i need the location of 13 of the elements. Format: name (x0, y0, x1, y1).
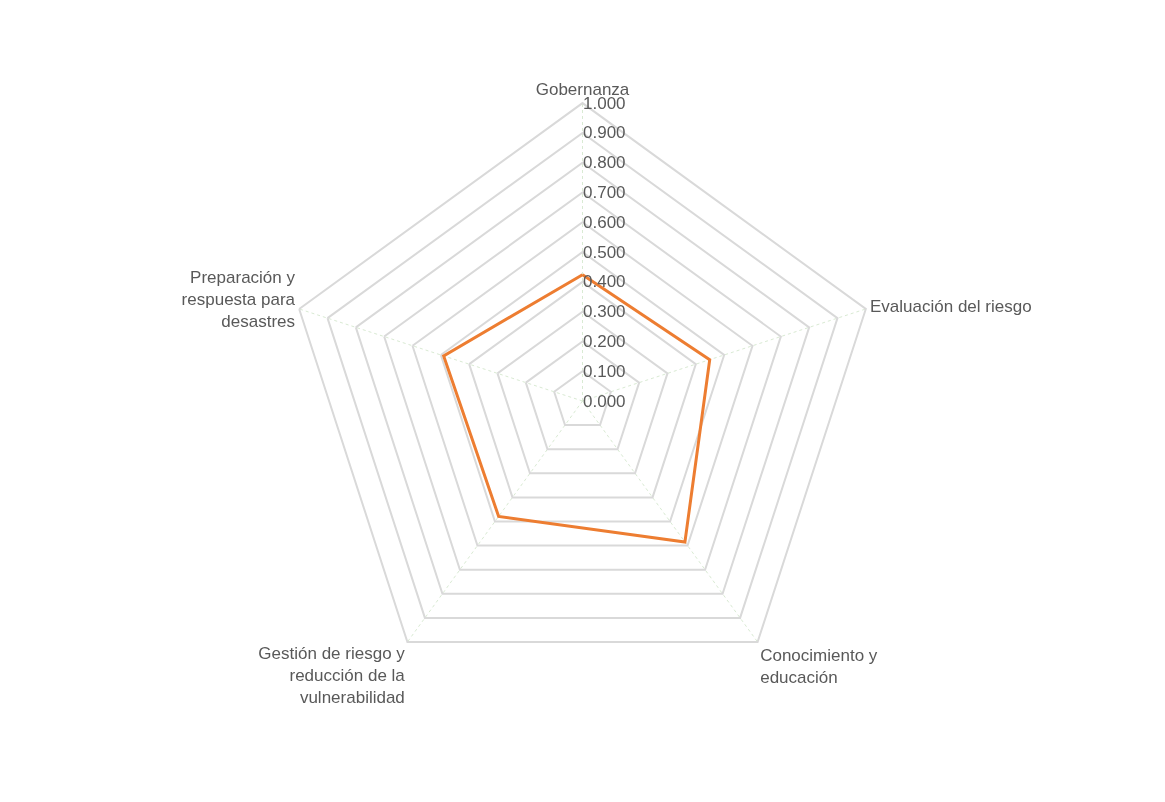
y-tick-label: 0.600 (583, 212, 626, 232)
y-tick-label: 0.100 (583, 361, 626, 381)
y-tick-label: 0.800 (583, 153, 626, 173)
spoke-label: Evaluación del riesgo (870, 297, 1032, 317)
y-tick-label: 0.500 (583, 242, 626, 262)
y-tick-label: 0.900 (583, 123, 626, 143)
y-tick-label: 0.200 (583, 331, 626, 351)
spoke-label: Preparación y respuesta para desastres (181, 268, 296, 332)
spoke-label: Gestión de riesgo y reducción de la vulnerabilidad (258, 643, 406, 707)
y-tick-label: 0.000 (583, 391, 626, 411)
spoke-label: Conocimiento y educación (760, 645, 878, 687)
y-tick-label: 0.300 (583, 302, 626, 322)
y-tick-label: 0.700 (583, 182, 626, 202)
